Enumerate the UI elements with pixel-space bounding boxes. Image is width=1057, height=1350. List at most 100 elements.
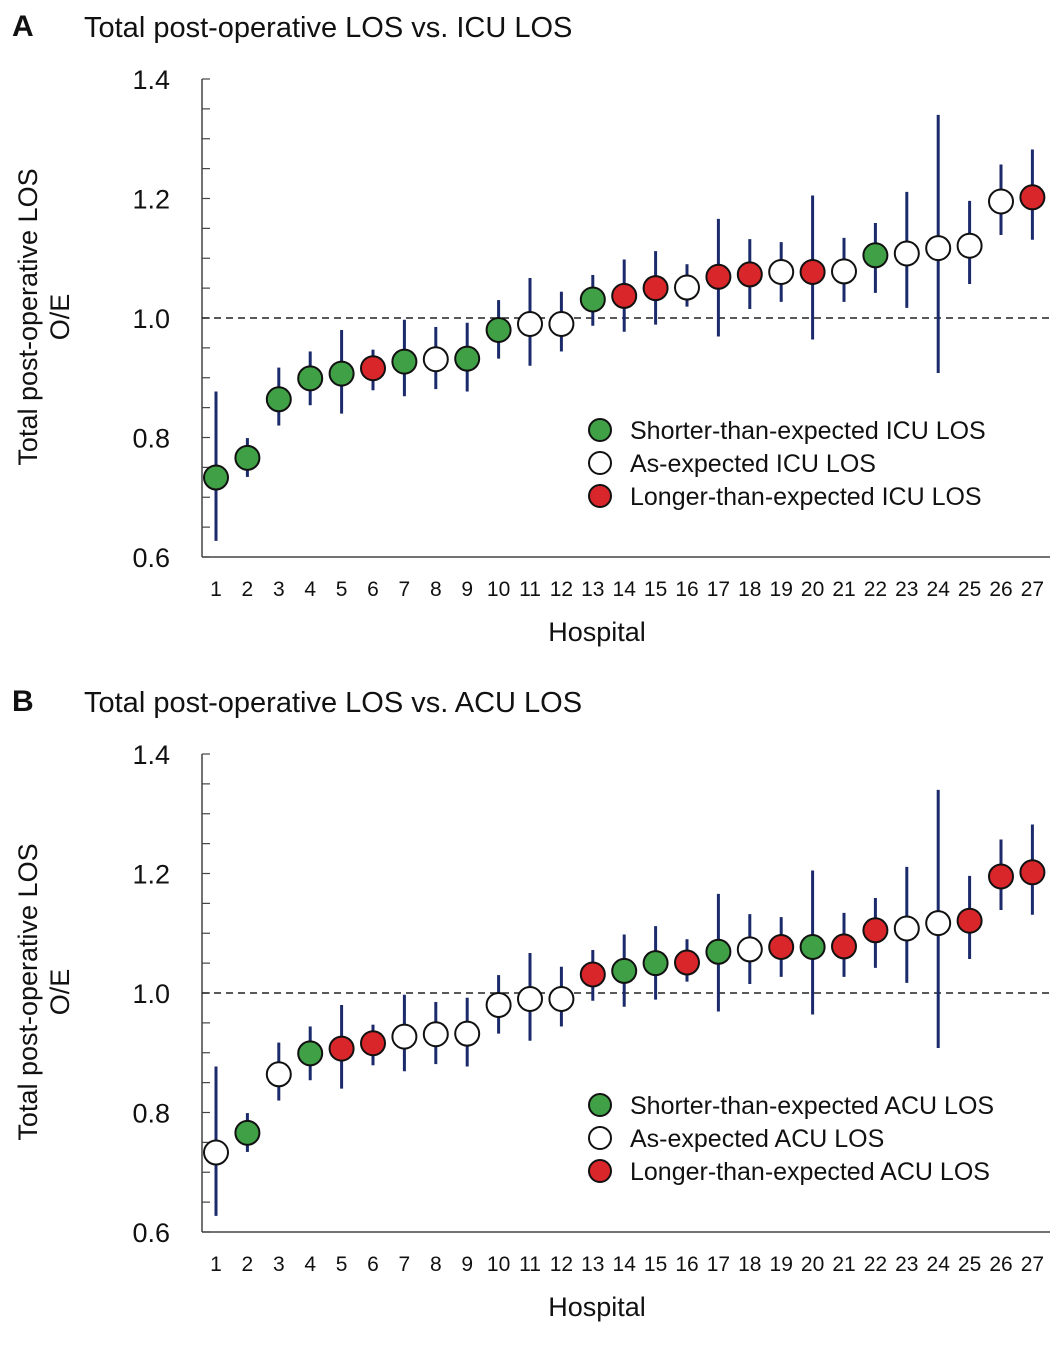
x-tick-label: 26 — [989, 578, 1012, 601]
y-axis-label-line: Total post-operative LOS — [13, 843, 43, 1140]
x-tick-label: 4 — [304, 1253, 316, 1276]
x-tick-label: 3 — [273, 1253, 285, 1276]
x-axis-label: Hospital — [548, 617, 646, 647]
data-point — [958, 909, 982, 933]
x-tick-label: 8 — [430, 1253, 442, 1276]
data-point — [235, 446, 259, 470]
y-tick-label: 1.4 — [132, 740, 170, 770]
legend-label: Shorter-than-expected ACU LOS — [630, 1092, 994, 1120]
data-point — [612, 959, 636, 983]
x-tick-label: 7 — [399, 1253, 411, 1276]
data-point — [581, 962, 605, 986]
x-tick-label: 26 — [989, 1253, 1012, 1276]
x-tick-label: 9 — [461, 578, 473, 601]
data-point — [832, 259, 856, 283]
x-tick-label: 7 — [399, 578, 411, 601]
data-point — [392, 1025, 416, 1049]
x-tick-label: 1 — [210, 1253, 222, 1276]
y-axis-label-line: O/E — [45, 294, 75, 341]
data-point — [330, 1037, 354, 1061]
data-point — [801, 260, 825, 284]
data-point — [235, 1121, 259, 1145]
legend-marker — [589, 1160, 611, 1182]
x-tick-label: 12 — [550, 1253, 573, 1276]
x-tick-label: 6 — [367, 578, 379, 601]
x-tick-label: 3 — [273, 578, 285, 601]
data-point — [895, 916, 919, 940]
x-tick-label: 11 — [519, 1253, 541, 1276]
legend-label: Shorter-than-expected ICU LOS — [630, 417, 986, 445]
x-tick-label: 17 — [707, 578, 730, 601]
x-tick-label: 18 — [738, 578, 761, 601]
data-point — [518, 312, 542, 336]
data-point — [801, 935, 825, 959]
x-tick-label: 4 — [304, 578, 316, 601]
x-tick-label: 9 — [461, 1253, 473, 1276]
data-point — [769, 935, 793, 959]
y-axis-label-line: Total post-operative LOS — [13, 168, 43, 465]
x-tick-label: 18 — [738, 1253, 761, 1276]
y-axis-label: Total post-operative LOSO/E — [13, 168, 75, 465]
data-point — [518, 987, 542, 1011]
data-point — [863, 243, 887, 267]
x-tick-label: 21 — [832, 1253, 855, 1276]
data-point — [612, 284, 636, 308]
data-point — [926, 236, 950, 260]
x-tick-label: 25 — [958, 1253, 981, 1276]
x-tick-label: 20 — [801, 1253, 824, 1276]
data-point — [549, 987, 573, 1011]
y-tick-label: 1.0 — [132, 304, 170, 334]
y-tick-label: 0.8 — [132, 424, 170, 454]
x-tick-label: 8 — [430, 578, 442, 601]
data-point — [926, 911, 950, 935]
legend-label: As-expected ICU LOS — [630, 450, 876, 478]
legend-marker — [589, 1127, 611, 1149]
x-tick-label: 11 — [519, 578, 541, 601]
x-tick-label: 14 — [613, 1253, 637, 1276]
x-axis-label: Hospital — [548, 1292, 646, 1322]
x-tick-label: 20 — [801, 578, 824, 601]
data-point — [455, 1022, 479, 1046]
data-point — [392, 350, 416, 374]
data-point — [330, 362, 354, 386]
legend-label: Longer-than-expected ICU LOS — [630, 483, 982, 511]
legend-marker — [589, 1094, 611, 1116]
x-tick-label: 13 — [581, 578, 604, 601]
x-tick-label: 15 — [644, 578, 667, 601]
data-point — [989, 864, 1013, 888]
x-tick-label: 25 — [958, 578, 981, 601]
data-point — [267, 387, 291, 411]
y-tick-label: 0.8 — [132, 1099, 170, 1129]
data-point — [769, 260, 793, 284]
data-point — [644, 951, 668, 975]
data-point — [204, 1141, 228, 1165]
y-axis-label: Total post-operative LOSO/E — [13, 843, 75, 1140]
data-point — [361, 1031, 385, 1055]
x-tick-label: 10 — [487, 1253, 510, 1276]
data-point — [298, 1041, 322, 1065]
legend-label: Longer-than-expected ACU LOS — [630, 1158, 990, 1186]
x-tick-label: 27 — [1021, 578, 1044, 601]
x-tick-label: 5 — [336, 578, 348, 601]
chart-plot-a: 0.60.81.01.21.41 2 3 4 5 6 7 8 9 10 11 12 13 14 15 16 17… — [0, 0, 1057, 675]
data-point — [958, 234, 982, 258]
legend-marker — [589, 419, 611, 441]
x-tick-label: 6 — [367, 1253, 379, 1276]
x-tick-label: 23 — [895, 1253, 918, 1276]
chart-panel-b: B Total post-operative LOS vs. ACU LOS 0… — [0, 675, 1057, 1350]
y-tick-label: 1.0 — [132, 979, 170, 1009]
data-point — [267, 1062, 291, 1086]
data-point — [832, 934, 856, 958]
data-point — [738, 937, 762, 961]
x-tick-label: 2 — [242, 578, 254, 601]
data-point — [1020, 860, 1044, 884]
data-point — [204, 466, 228, 490]
y-axis-label-line: O/E — [45, 969, 75, 1016]
x-tick-label: 12 — [550, 578, 573, 601]
y-tick-label: 1.2 — [132, 185, 170, 215]
data-point — [738, 262, 762, 286]
x-tick-label: 13 — [581, 1253, 604, 1276]
x-tick-label: 17 — [707, 1253, 730, 1276]
x-tick-label: 27 — [1021, 1253, 1044, 1276]
chart-panel-a: A Total post-operative LOS vs. ICU LOS 0… — [0, 0, 1057, 675]
